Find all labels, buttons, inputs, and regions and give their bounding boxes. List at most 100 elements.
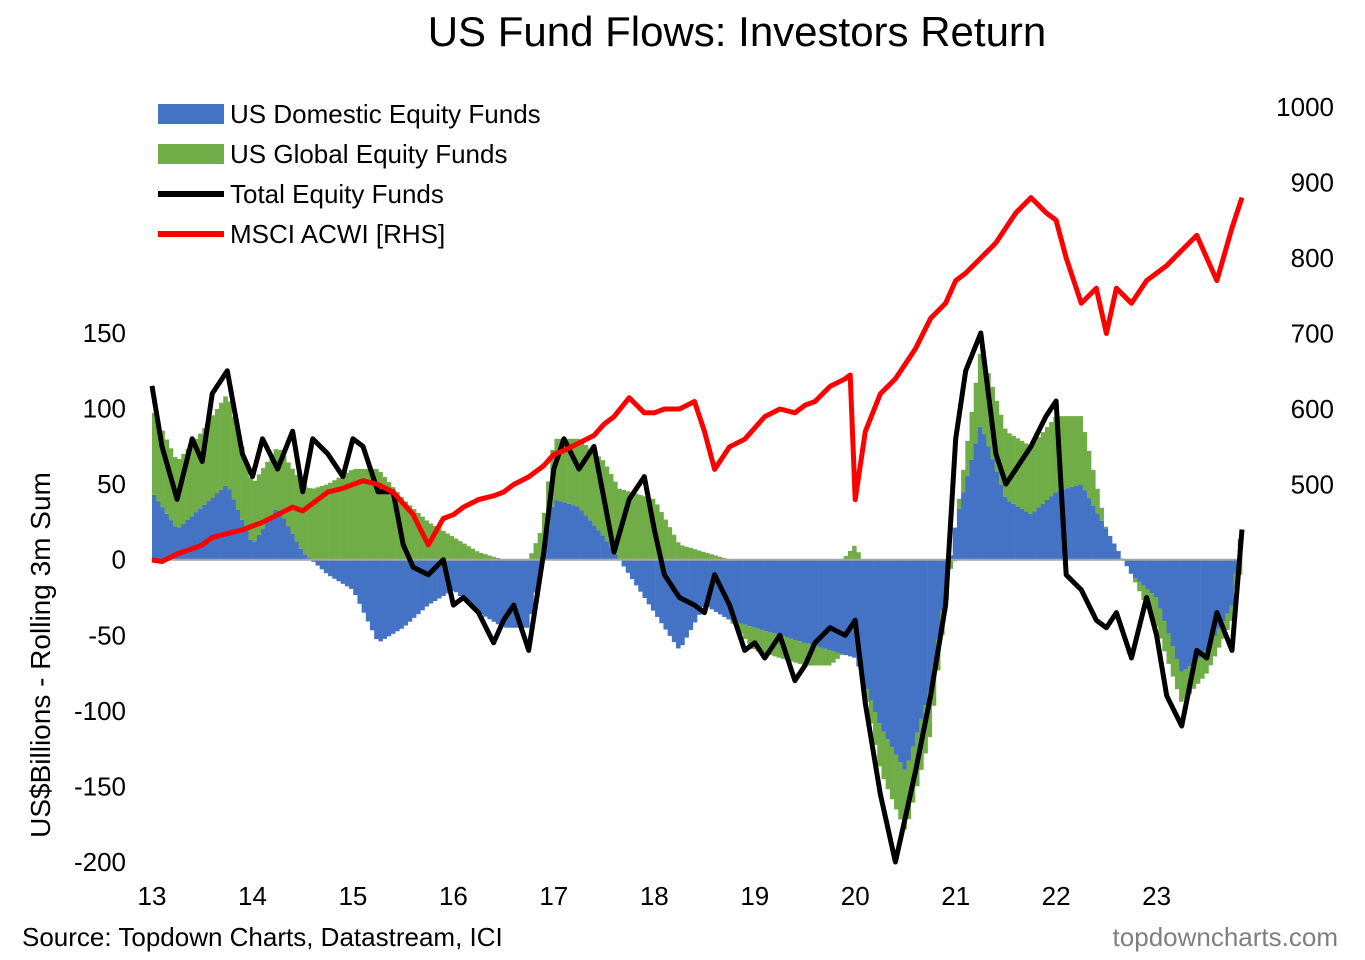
bar-global xyxy=(537,533,543,560)
bar-global xyxy=(474,551,480,560)
bar-global xyxy=(1103,526,1109,529)
bar-global xyxy=(206,421,211,502)
bar-global xyxy=(688,548,694,560)
bar-global xyxy=(479,552,484,560)
bar-domestic xyxy=(1044,499,1050,560)
bar-global xyxy=(973,382,979,444)
bar-global xyxy=(1137,581,1142,592)
bar-domestic xyxy=(1053,492,1058,560)
bar-domestic xyxy=(508,559,513,628)
bar-global xyxy=(256,474,262,535)
bar-domestic xyxy=(797,559,803,642)
bar-domestic xyxy=(973,443,979,560)
y-tick-label: -50 xyxy=(88,620,126,650)
bar-domestic xyxy=(428,559,434,604)
bar-domestic xyxy=(1191,559,1197,663)
bar-domestic xyxy=(172,526,178,560)
bar-global xyxy=(370,469,375,560)
bar-domestic xyxy=(713,559,719,612)
bar-global xyxy=(453,538,459,560)
bar-global xyxy=(965,440,970,477)
bar-global xyxy=(801,642,807,666)
bar-global xyxy=(349,470,354,560)
bar-domestic xyxy=(332,559,337,579)
bar-domestic xyxy=(613,553,618,560)
bar-global xyxy=(831,651,836,663)
bar-domestic xyxy=(747,559,752,627)
bar-domestic xyxy=(1225,559,1230,614)
bar-global xyxy=(839,653,845,656)
bar-domestic xyxy=(588,520,593,560)
bar-global xyxy=(948,559,954,569)
bar-global xyxy=(1061,416,1067,490)
bar-domestic xyxy=(1007,501,1012,560)
bar-domestic xyxy=(399,559,404,629)
bar-global xyxy=(1036,437,1042,508)
bar-global xyxy=(797,641,803,664)
bar-domestic xyxy=(395,559,400,632)
bar-domestic xyxy=(261,528,266,560)
bar-domestic xyxy=(273,509,279,560)
bar-global xyxy=(956,498,962,509)
bar-global xyxy=(1158,608,1163,639)
bar-global xyxy=(1070,416,1075,487)
bar-global xyxy=(441,531,446,560)
bar-domestic xyxy=(814,559,819,647)
bar-domestic xyxy=(1179,559,1184,672)
bar-domestic xyxy=(793,559,798,640)
bar-domestic xyxy=(411,559,417,618)
bar-domestic xyxy=(491,559,497,622)
bar-domestic xyxy=(466,559,471,604)
bar-domestic xyxy=(1099,520,1104,560)
bar-domestic xyxy=(357,559,362,604)
bar-global xyxy=(227,401,232,490)
bar-domestic xyxy=(512,559,518,628)
bar-global xyxy=(223,396,228,486)
bar-domestic xyxy=(919,559,924,719)
bar-domestic xyxy=(1011,503,1016,560)
y-tick-label: -150 xyxy=(74,771,126,801)
bar-domestic xyxy=(663,559,668,630)
bar-global xyxy=(764,631,769,654)
bar-domestic xyxy=(424,559,429,607)
bar-domestic xyxy=(608,547,614,560)
bar-domestic xyxy=(562,502,568,560)
bar-domestic xyxy=(831,559,836,652)
bar-global xyxy=(642,496,647,560)
line-series-group xyxy=(149,195,1245,865)
bar-global xyxy=(814,646,819,666)
bar-domestic xyxy=(1091,505,1096,560)
bar-domestic xyxy=(1019,508,1025,560)
bar-global xyxy=(390,487,396,560)
bar-domestic xyxy=(768,559,773,633)
bar-global xyxy=(759,629,765,653)
bar-domestic xyxy=(634,559,639,586)
legend-swatch-domestic xyxy=(158,104,224,124)
bar-domestic xyxy=(177,527,182,560)
y-tick-label: 150 xyxy=(83,318,126,348)
bar-domestic xyxy=(596,530,601,560)
bar-domestic xyxy=(319,559,325,570)
bar-domestic xyxy=(533,559,538,593)
bar-global xyxy=(445,533,450,560)
bar-domestic xyxy=(550,506,555,560)
bar-global xyxy=(793,639,798,663)
bar-domestic xyxy=(483,559,488,617)
bar-global xyxy=(361,469,367,560)
bar-global xyxy=(810,645,815,666)
bar-global xyxy=(332,480,337,560)
bar-global xyxy=(1229,605,1234,622)
x-tick-label: 17 xyxy=(539,881,568,911)
bar-global xyxy=(588,448,593,521)
bar-domestic xyxy=(378,559,383,642)
bar-global xyxy=(357,469,362,560)
bar-domestic xyxy=(726,559,731,620)
bar-global xyxy=(152,412,157,495)
bar-global xyxy=(998,414,1004,485)
legend-label-msci: MSCI ACWI [RHS] xyxy=(230,219,445,249)
bar-domestic xyxy=(286,526,291,560)
bar-global xyxy=(378,471,383,560)
bar-global xyxy=(1200,654,1205,679)
bar-global xyxy=(298,481,304,549)
bar-global xyxy=(290,468,295,534)
